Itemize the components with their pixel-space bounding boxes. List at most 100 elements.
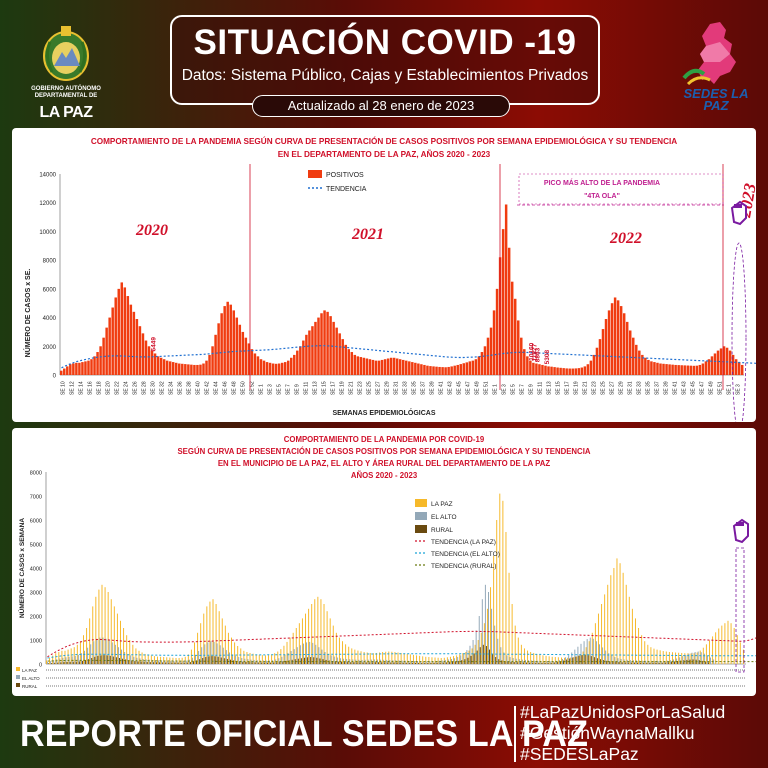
rural-bar [707, 662, 709, 664]
rural-bar [575, 656, 577, 664]
elalto-bar [235, 655, 237, 664]
rural-bar [532, 662, 534, 664]
elalto-bar [417, 661, 419, 664]
positivos-bar [710, 356, 714, 375]
elalto-bar [265, 660, 267, 664]
lapaz-bar [653, 648, 655, 664]
elalto-bar [651, 660, 653, 664]
positivos-bar [414, 362, 417, 375]
rural-bar [680, 660, 682, 664]
positivos-bar [290, 357, 293, 375]
elalto-bar [188, 659, 190, 664]
rural-bar [390, 662, 392, 664]
elalto-bar [549, 661, 551, 664]
lapaz-bar [431, 657, 433, 664]
rural-bar [529, 662, 531, 664]
lapaz-bar [607, 584, 609, 664]
elalto-bar [296, 647, 298, 664]
rural-bar [282, 661, 284, 664]
lapaz-bar [622, 572, 624, 664]
elalto-bar [259, 660, 261, 664]
lapaz-bar [126, 635, 128, 664]
lapaz-bar [354, 649, 356, 664]
rural-bar [458, 660, 460, 664]
lapaz-bar [551, 656, 553, 664]
rural-bar [131, 660, 133, 664]
last-weeks-highlight [731, 242, 747, 422]
elalto-bar [617, 658, 619, 664]
lapaz-bar [591, 632, 593, 664]
rural-bar [492, 653, 494, 664]
positivos-bar [486, 337, 490, 375]
positivos-bar [132, 311, 136, 375]
lapaz-bar [416, 655, 418, 664]
lapaz-bar [345, 644, 347, 664]
chart1-ytick-label: 12000 [39, 201, 56, 207]
rural-bar [94, 656, 96, 664]
chart1-xtick-label: SE 11 [538, 382, 544, 395]
rural-bar [341, 661, 342, 664]
elalto-bar [284, 654, 286, 664]
positivos-bar [135, 319, 139, 375]
positivos-bar [165, 360, 169, 375]
rural-bar [165, 662, 167, 664]
rural-bar [467, 657, 469, 664]
positivos-bar [138, 326, 142, 375]
positivos-bar [559, 367, 562, 375]
positivos-bar [171, 362, 175, 375]
rural-bar [371, 662, 373, 664]
positivos-bar [199, 364, 202, 375]
positivos-bar [250, 349, 254, 375]
lapaz-bar [585, 647, 587, 664]
lapaz-bar [55, 653, 57, 664]
lapaz-bar [678, 652, 680, 664]
elalto-bar [376, 659, 378, 664]
rural-bar [51, 663, 53, 664]
rural-bar [538, 662, 540, 664]
chart2-ytick-label: 6000 [30, 519, 42, 525]
lapaz-bar [135, 648, 137, 664]
chart1-xtick-label: SE 47 [466, 381, 472, 395]
rural-bar [122, 658, 124, 664]
chart1-ytick-label: 6000 [43, 287, 57, 293]
lapaz-bar [95, 596, 97, 664]
elalto-bar [608, 653, 610, 664]
pointing-hand-icon-2 [732, 518, 749, 544]
rural-bar [698, 660, 700, 664]
lapaz-bar [419, 655, 421, 664]
rural-bar [402, 662, 404, 664]
chart1-xtick-label: SE 52 [250, 381, 256, 395]
chart1-xtick-label: SE 3 [736, 384, 742, 395]
positivos-bar [129, 304, 133, 375]
elalto-bar [250, 659, 252, 664]
chart2-subtitle2: EN EL MUNICIPIO DE LA PAZ, EL ALTO Y ÁRE… [218, 459, 550, 468]
lapaz-bar [517, 637, 519, 664]
positivos-bar [341, 339, 344, 375]
chart2-ytick-label: 7000 [30, 495, 42, 501]
chart1-xtick-label: SE 3 [268, 384, 274, 395]
elalto-bar [546, 661, 548, 664]
lapaz-bar [184, 656, 186, 664]
elalto-bar [111, 642, 113, 664]
positivos-bar [392, 357, 396, 375]
chart1-xtick-label: SE 31 [628, 381, 634, 395]
lapaz-bar [363, 652, 365, 664]
rural-bar [331, 661, 333, 664]
trend-rural-line [47, 659, 756, 663]
elalto-bar [117, 647, 119, 664]
lapaz-bar [305, 613, 307, 664]
positivos-bar [686, 365, 689, 375]
lapaz-bar [582, 651, 584, 664]
lapaz-bar [92, 606, 94, 664]
positivos-bar [150, 350, 154, 375]
rural-bar [180, 662, 182, 664]
rural-bar [430, 662, 432, 664]
lapaz-bar [338, 637, 340, 664]
chart1-xtick-label: SE 33 [637, 381, 643, 395]
positivos-bar [665, 364, 668, 375]
positivos-bar [402, 359, 405, 375]
positivos-bar [683, 365, 686, 375]
positivos-bar [332, 321, 335, 375]
rural-bar [683, 660, 685, 664]
elalto-bar [287, 652, 289, 664]
